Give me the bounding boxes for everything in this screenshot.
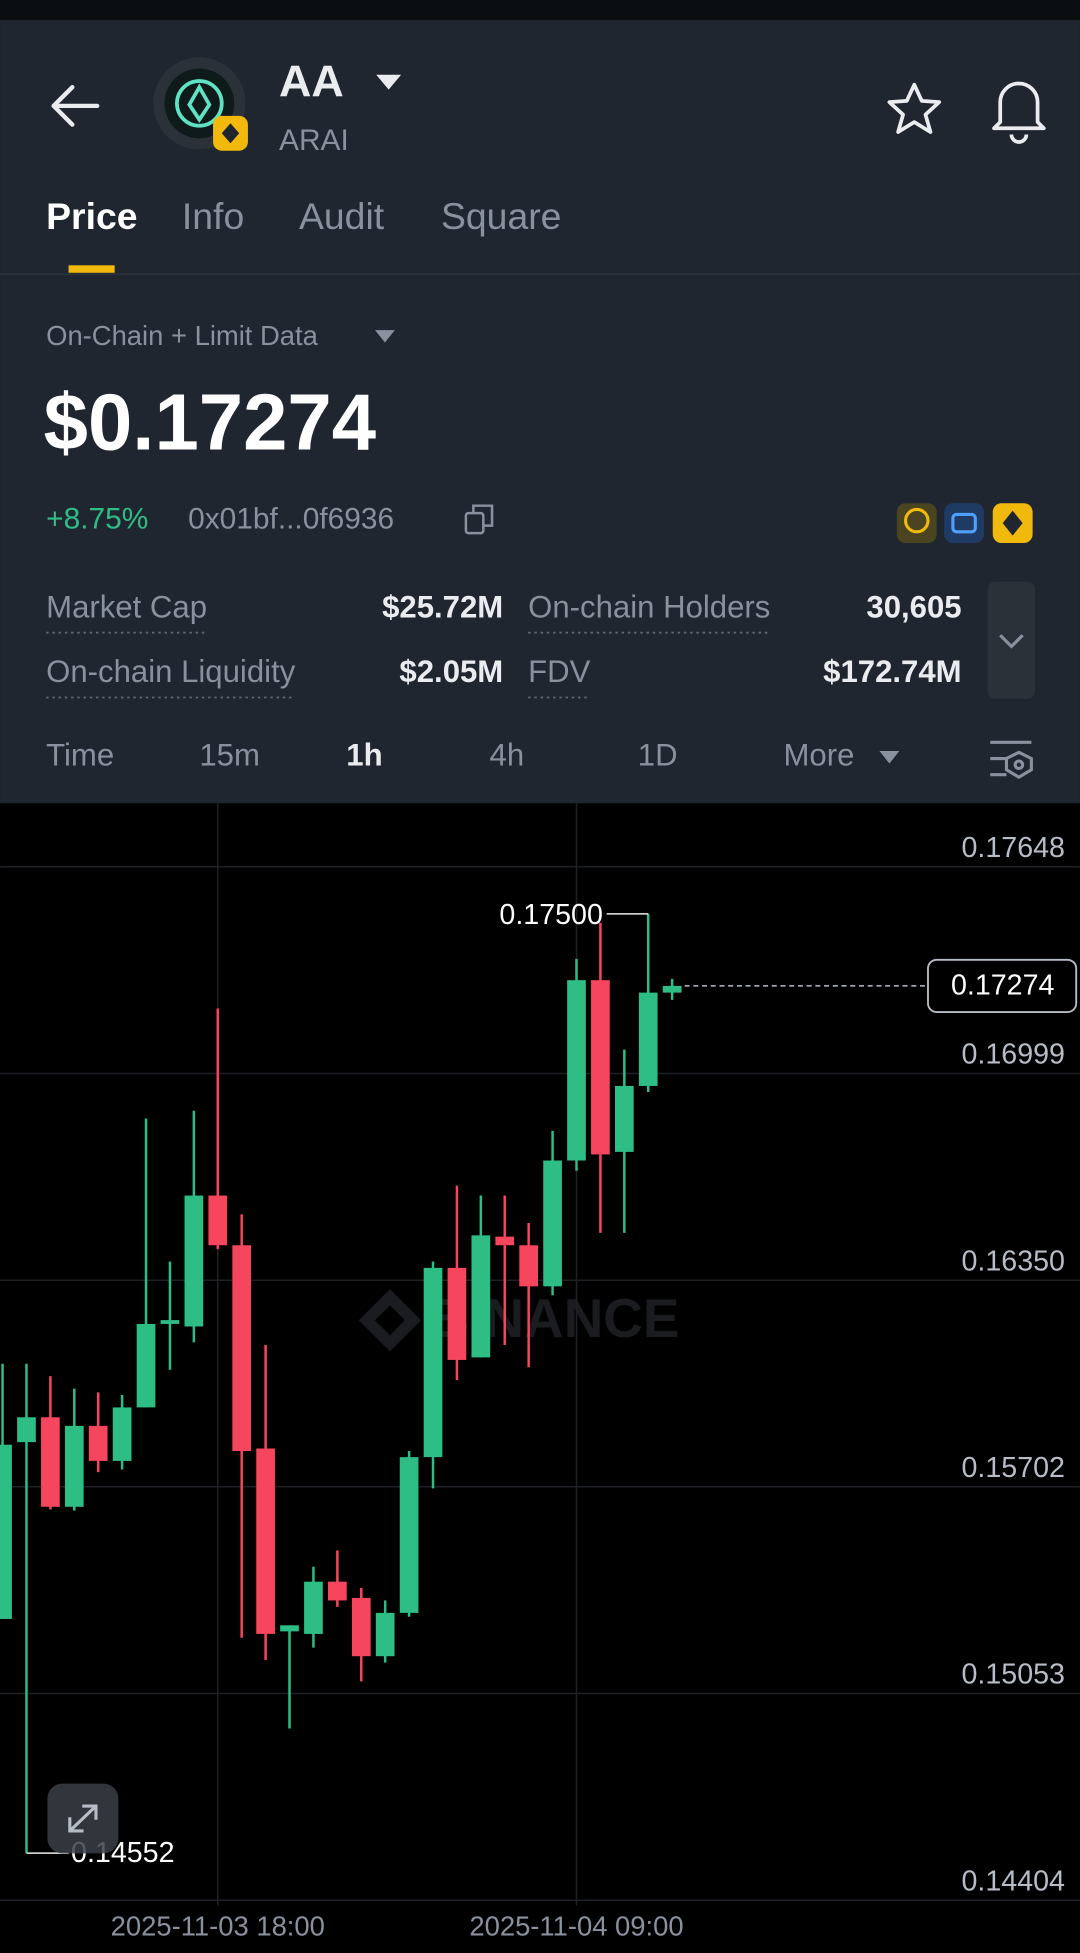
stat-value: $25.72M (382, 589, 503, 624)
price: $0.17274 (44, 378, 376, 467)
interval-bar: Time 15m 1h 4h 1D More (46, 738, 854, 773)
tab[interactable]: Info (182, 195, 244, 237)
candle-body (232, 1245, 252, 1452)
y-tick-label: 0.15702 (962, 1452, 1065, 1484)
chart-settings-button[interactable] (990, 740, 1033, 780)
candle-body (351, 1597, 371, 1657)
candle-body (495, 1236, 515, 1246)
chart-area (0, 803, 1080, 1953)
high-marker-label: 0.17500 (499, 899, 602, 931)
more-dropdown[interactable] (879, 751, 900, 764)
candle-body (64, 1425, 84, 1507)
candle-body (41, 1417, 60, 1507)
alert-button[interactable] (992, 81, 1046, 144)
stat-label: Market Cap (46, 589, 207, 624)
candle-body (280, 1625, 299, 1632)
candle-body (543, 1160, 562, 1287)
y-tick-label: 0.16350 (962, 1245, 1065, 1277)
watermark-logo (358, 1289, 422, 1352)
interval[interactable]: 15m (199, 738, 260, 773)
stat-value: $172.74M (823, 654, 961, 689)
candle-body (471, 1235, 491, 1358)
last-price-label: 0.17274 (951, 970, 1055, 1002)
candle-body (208, 1195, 228, 1246)
tab[interactable]: Audit (299, 195, 385, 237)
token-logo (153, 57, 248, 151)
expand-stats-button[interactable] (987, 581, 1036, 699)
candle-body (136, 1323, 156, 1408)
candle-body (638, 992, 658, 1086)
platform-icons[interactable] (896, 503, 1033, 544)
candle-body (591, 980, 610, 1155)
token-name: ARAI (279, 124, 349, 157)
candle-body (614, 1085, 634, 1152)
candle-body (304, 1581, 323, 1634)
active-tab-indicator (68, 265, 115, 273)
interval[interactable]: 1h (346, 738, 382, 773)
candle-body (519, 1245, 539, 1287)
candle-body (447, 1267, 467, 1360)
stat-label: FDV (528, 654, 590, 689)
interval[interactable]: More (784, 738, 855, 773)
token-symbol[interactable]: AA (279, 56, 344, 107)
watermark-text: BINANCE (430, 1287, 680, 1349)
stat-label: On-chain Liquidity (46, 654, 296, 689)
candle-body (0, 1444, 12, 1619)
candle-body (567, 980, 586, 1161)
candle-body (112, 1407, 132, 1461)
y-tick-label: 0.14404 (962, 1865, 1066, 1897)
tab[interactable]: Square (441, 195, 561, 237)
candle-body (88, 1425, 108, 1461)
interval[interactable]: 4h (490, 738, 525, 773)
symbol-dropdown[interactable] (376, 74, 402, 90)
stat-value: $2.05M (399, 654, 503, 689)
candle-body (184, 1195, 204, 1327)
contract-address: 0x01bf...0f6936 (188, 503, 394, 536)
stat-value: 30,605 (866, 589, 961, 624)
interval[interactable]: 1D (638, 738, 678, 773)
y-tick-label: 0.16999 (962, 1039, 1065, 1071)
tab-bar: Price Info Audit Square (46, 195, 561, 237)
candle-body (160, 1320, 180, 1324)
status-strip (0, 0, 1080, 20)
copy-button[interactable] (464, 504, 494, 535)
watermark: BINANCE (358, 1287, 680, 1352)
x-tick-label: 2025-11-03 18:00 (111, 1910, 325, 1941)
y-tick-label: 0.17648 (962, 832, 1065, 864)
header-panel (0, 19, 1080, 804)
stats-grid: Market Cap $25.72M On-chain Holders 30,605 O… (46, 589, 962, 699)
candlestick-chart: BINANCE 0.17648 0.16999 0.16350 0.15702 0.150… (0, 803, 1080, 1941)
favorite-button[interactable] (887, 82, 942, 134)
price-change: +8.75% (46, 503, 148, 536)
candle-body (17, 1417, 36, 1443)
tab[interactable]: Price (46, 195, 137, 237)
candle-body (423, 1267, 443, 1458)
back-button[interactable] (51, 85, 100, 127)
last-price-box (927, 958, 1078, 1014)
fullscreen-button[interactable] (47, 1783, 119, 1854)
interval[interactable]: Time (46, 738, 114, 773)
data-source[interactable]: On-Chain + Limit Data (46, 320, 319, 351)
x-tick-label: 2025-11-04 09:00 (469, 1910, 683, 1941)
candle-body (328, 1581, 347, 1601)
candle-body (256, 1448, 275, 1634)
stat-label: On-chain Holders (528, 589, 770, 624)
source-dropdown[interactable] (374, 330, 395, 343)
candle-body (375, 1612, 395, 1657)
candle-body (662, 985, 682, 993)
y-tick-label: 0.15053 (962, 1659, 1065, 1691)
candle-body (399, 1457, 419, 1613)
